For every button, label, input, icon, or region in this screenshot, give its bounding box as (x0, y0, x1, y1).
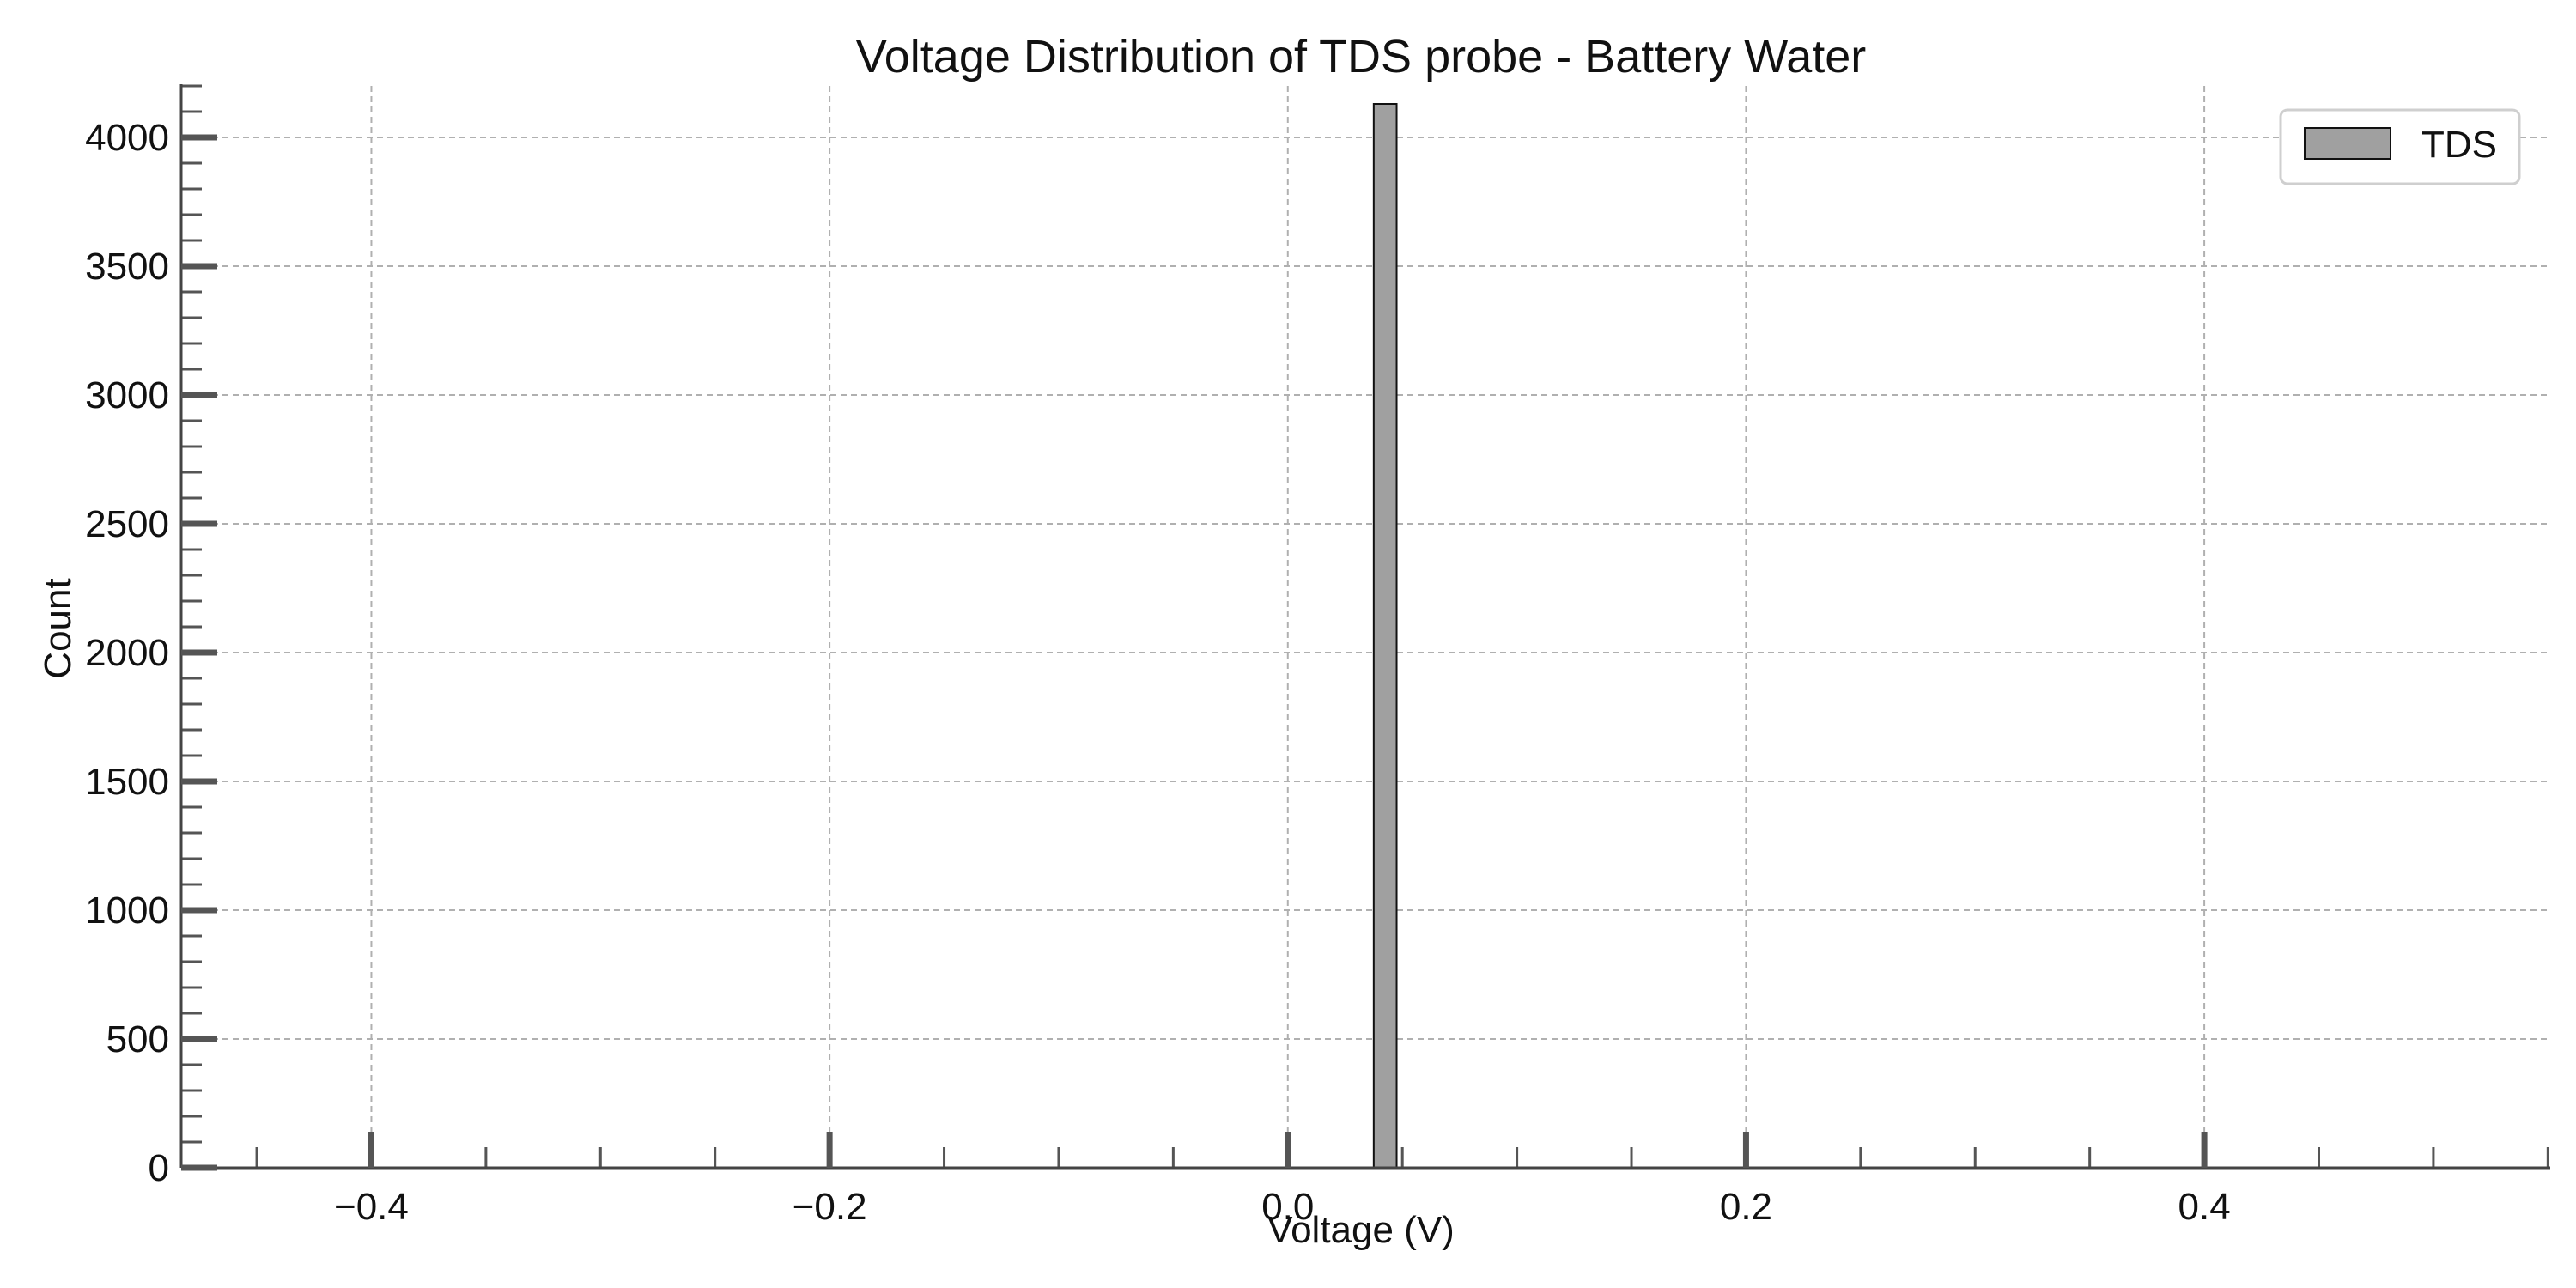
x-tick-label: 0.2 (1720, 1186, 1772, 1228)
y-tick-label: 4000 (85, 117, 169, 159)
y-tick-label: 3000 (85, 374, 169, 416)
y-tick-label: 3500 (85, 246, 169, 288)
histogram-bars (1372, 103, 1398, 1169)
tick-labels: −0.4 −0.2 0.0 0.2 0.4 0 500 1000 1500 2000 2500 300… (85, 117, 2231, 1228)
major-ticks (181, 134, 2208, 1171)
y-tick-label: 2500 (85, 503, 169, 545)
legend: TDS (2279, 108, 2521, 185)
y-tick-label: 2000 (85, 632, 169, 674)
y-tick-label: 0 (149, 1147, 169, 1189)
y-tick-label: 1500 (85, 761, 169, 803)
chart-title: Voltage Distribution of TDS probe - Batt… (856, 31, 1867, 82)
x-axis-label: Voltage (V) (1267, 1209, 1455, 1251)
y-tick-label: 500 (106, 1018, 169, 1060)
axes (179, 84, 2550, 1170)
histogram-bar (1372, 103, 1398, 1169)
x-tick-label: 0.4 (2178, 1186, 2231, 1228)
y-tick-label: 1000 (85, 890, 169, 932)
minor-ticks (181, 84, 2549, 1168)
y-axis-label: Count (37, 578, 79, 678)
x-tick-label: −0.4 (334, 1186, 409, 1228)
legend-swatch-tds (2304, 127, 2391, 160)
legend-label-tds: TDS (2421, 124, 2497, 166)
grid-lines (181, 86, 2550, 1168)
x-tick-label: −0.2 (793, 1186, 867, 1228)
x-tick-label: 0.0 (1261, 1186, 1314, 1228)
